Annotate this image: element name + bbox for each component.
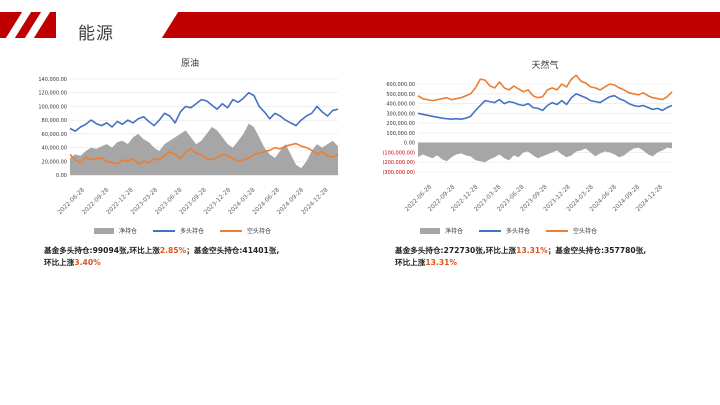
crude-short-change: 3.40% [74,258,101,267]
page-title: 能源 [78,24,114,44]
legend-label-long: 多头持仓 [506,228,531,235]
gas-summary-long: 基金多头持仓:272730张,环比上涨 [395,246,517,255]
crude-long-change: 2.85% [159,246,187,255]
y-tick-label: (300,000.00) [382,170,415,176]
series-net-position-area [418,142,672,163]
legend-item-short: 空头持仓 [546,226,597,235]
y-tick-label: 80,000.00 [42,118,67,124]
gas-legend: 净持仓 多头持仓 空头持仓 [420,226,613,235]
legend-label-net: 净持仓 [119,228,138,235]
gas-long-change: 13.31% [516,246,548,255]
legend-label-short: 空头持仓 [573,228,598,235]
crude-legend: 净持仓 多头持仓 空头持仓 [94,226,287,235]
y-tick-label: 20,000.00 [42,159,67,165]
y-tick-label: 300,000.00 [386,111,415,117]
legend-item-long: 多头持仓 [479,226,530,235]
y-tick-label: 120,000.00 [38,91,67,97]
gas-summary-short: ；基金空头持仓:357780张, [547,246,647,255]
y-tick-label: 600,000.00 [386,82,415,88]
legend-label-long: 多头持仓 [180,228,205,235]
legend-swatch-net [420,227,440,234]
legend-label-net: 净持仓 [445,228,464,235]
y-tick-label: 40,000.00 [42,146,67,152]
y-tick-label: 500,000.00 [386,92,415,98]
crude-summary-long: 基金多头持仓:99094张,环比上涨 [44,246,160,255]
y-tick-label: (200,000.00) [382,160,415,166]
y-tick-label: 60,000.00 [42,132,67,138]
legend-item-long: 多头持仓 [153,226,204,235]
legend-swatch-short [220,229,243,232]
gas-chart-title: 天然气 [531,61,559,71]
legend-swatch-net [94,227,114,234]
legend-item-net: 净持仓 [94,226,137,235]
series-long-position-line [69,91,339,132]
series-short-position-line [417,74,673,102]
legend-label-short: 空头持仓 [247,228,272,235]
gas-summary-short-change-label: 环比上涨 [395,258,426,267]
legend-swatch-short [546,229,569,232]
legend-swatch-long [479,229,502,232]
header-right-block [161,12,720,38]
series-short-position-line [69,142,339,165]
y-tick-label: 100,000.00 [386,131,415,137]
series-long-position-line [417,93,673,120]
gas-summary: 基金多头持仓:272730张,环比上涨13.31%；基金空头持仓:357780张… [395,245,715,269]
crude-summary: 基金多头持仓:99094张,环比上涨2.85%；基金空头持仓:41401张, 环… [44,245,364,269]
legend-swatch-long [153,229,176,232]
y-tick-label: 0.00 [404,141,415,147]
y-tick-label: 200,000.00 [386,121,415,127]
gas-short-change: 13.31% [425,258,458,267]
y-tick-label: 100,000.00 [38,104,67,110]
y-tick-label: 0.00 [56,173,67,179]
crude-summary-short: ；基金空头持仓:41401张, [186,246,280,255]
legend-item-short: 空头持仓 [220,226,271,235]
crude-chart-title: 原油 [180,59,199,69]
y-tick-label: 140,000.00 [38,77,67,83]
crude-summary-short-change-label: 环比上涨 [44,258,75,267]
y-tick-label: (100,000.00) [382,150,415,156]
legend-item-net: 净持仓 [420,226,463,235]
y-tick-label: 400,000.00 [386,102,415,108]
